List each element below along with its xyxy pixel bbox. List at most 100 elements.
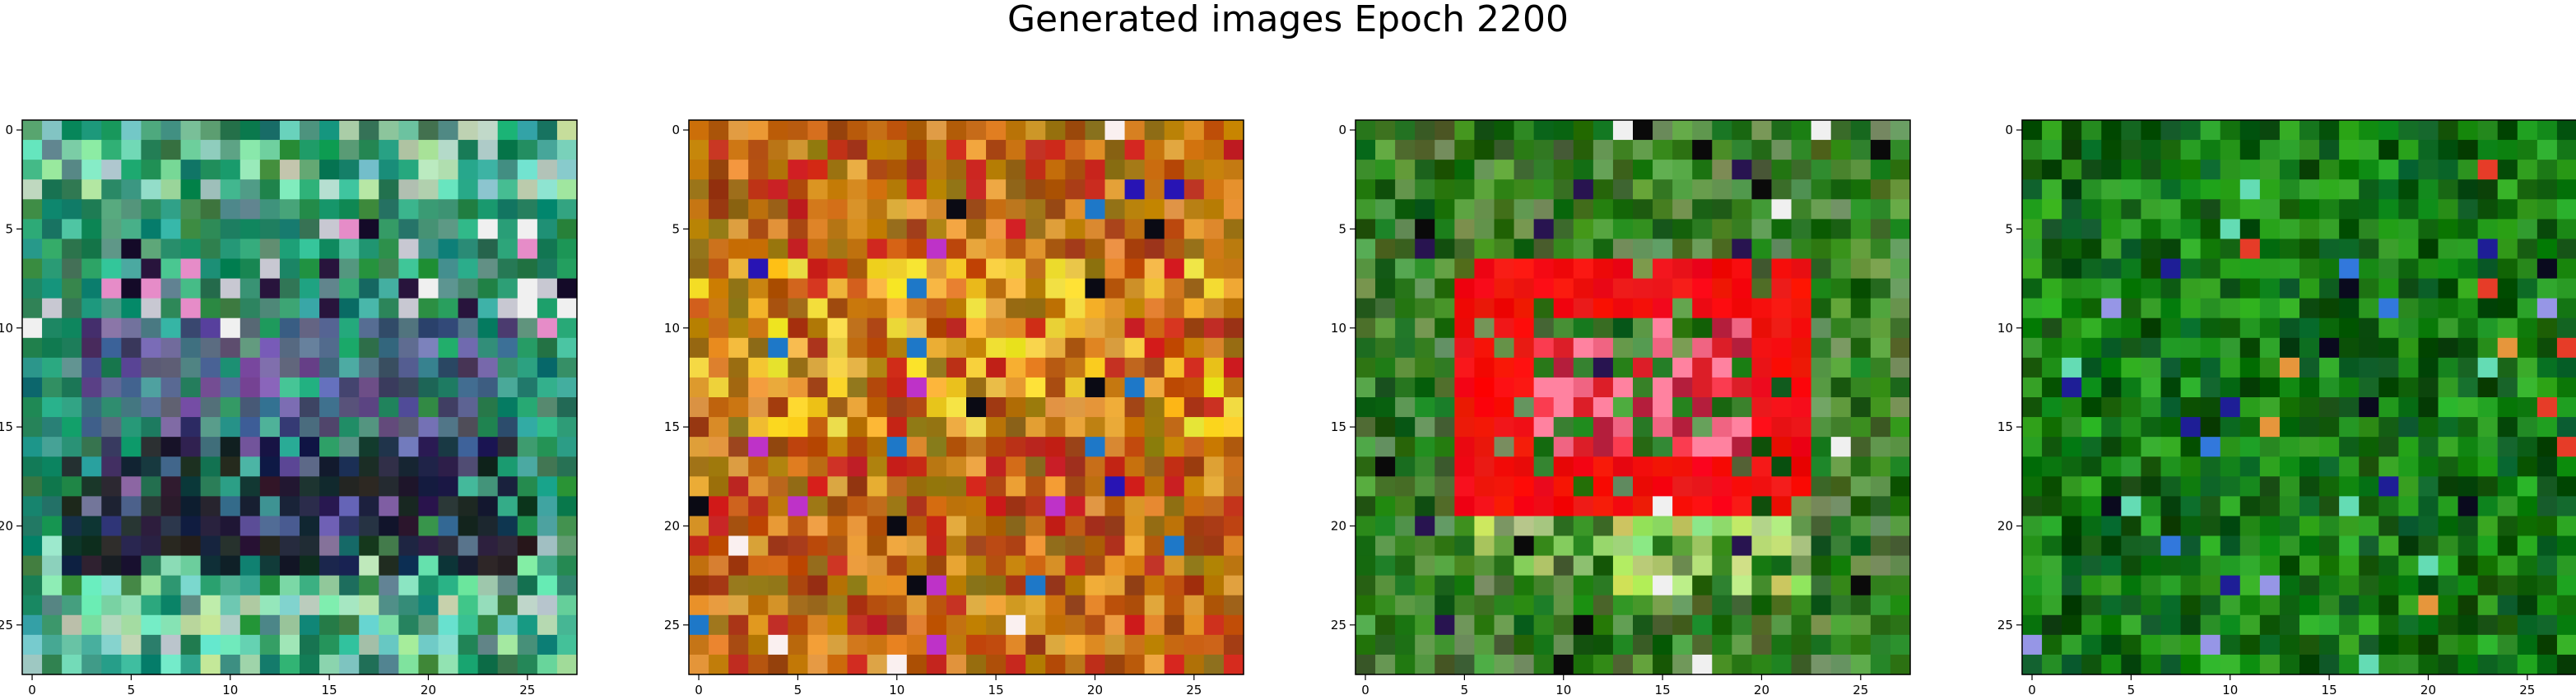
pixel (2378, 357, 2399, 378)
pixel (1025, 437, 1046, 457)
pixel (1164, 555, 1185, 577)
pixel (1653, 140, 1673, 160)
pixel (1183, 456, 1205, 477)
pixel (2359, 535, 2379, 557)
pixel (1791, 516, 1812, 537)
pixel (239, 120, 261, 141)
pixel (2319, 317, 2340, 339)
pixel (1474, 397, 1495, 418)
pixel (537, 417, 558, 438)
pixel (2062, 120, 2082, 141)
pixel (2398, 476, 2420, 497)
pixel (2081, 614, 2102, 636)
pixel (748, 239, 769, 260)
pixel (556, 377, 578, 398)
pixel (1454, 298, 1476, 319)
pixel (1006, 219, 1026, 240)
pixel (1065, 595, 1086, 616)
x-tick-label: 10 (1555, 683, 1571, 695)
pixel (497, 516, 518, 537)
pixel (1045, 199, 1066, 220)
pixel (1692, 337, 1713, 359)
pixel (556, 595, 578, 616)
pixel (768, 317, 788, 339)
pixel (22, 634, 43, 656)
pixel (1494, 437, 1515, 457)
pixel (926, 140, 947, 160)
pixel (827, 595, 849, 616)
pixel (768, 595, 788, 616)
pixel (1104, 278, 1126, 299)
pixel (339, 634, 360, 656)
pixel (1494, 397, 1515, 418)
pixel (2180, 397, 2202, 418)
pixel (2062, 595, 2082, 616)
pixel (2160, 239, 2182, 260)
pixel (1025, 654, 1046, 675)
pixel (2438, 575, 2459, 596)
pixel (517, 555, 538, 577)
pixel (1045, 516, 1066, 537)
pixel (926, 496, 947, 517)
pixel (1183, 258, 1205, 280)
pixel (1712, 239, 1732, 260)
pixel (62, 337, 82, 359)
pixel (2279, 634, 2300, 656)
pixel (2536, 258, 2558, 280)
pixel (1672, 239, 1693, 260)
pixel (2121, 179, 2142, 200)
pixel (946, 634, 967, 656)
pixel (1672, 140, 1693, 160)
pixel (1164, 417, 1185, 438)
pixel (1454, 535, 1476, 557)
pixel (926, 337, 947, 359)
pixel (81, 575, 102, 596)
pixel (121, 160, 142, 180)
pixel (1791, 140, 1812, 160)
pixel (1454, 595, 1476, 616)
pixel (2398, 417, 2420, 438)
pixel (359, 456, 379, 477)
pixel (259, 654, 281, 675)
pixel (2556, 199, 2576, 220)
pixel (379, 298, 399, 319)
pixel (1375, 140, 1396, 160)
pixel (867, 160, 888, 180)
pixel (2398, 437, 2420, 457)
pixel (379, 555, 399, 577)
pixel (2121, 516, 2142, 537)
pixel (200, 337, 221, 359)
pixel (709, 634, 729, 656)
pixel (359, 476, 379, 497)
pixel (1085, 516, 1106, 537)
pixel (239, 496, 261, 517)
pixel (1514, 654, 1535, 675)
pixel (220, 614, 241, 636)
pixel (477, 337, 499, 359)
pixel (42, 199, 63, 220)
pixel (966, 575, 987, 596)
pixel (319, 239, 340, 260)
pixel (1415, 437, 1435, 457)
pixel (1830, 634, 1852, 656)
pixel (239, 575, 261, 596)
pixel (62, 239, 82, 260)
pixel (537, 496, 558, 517)
pixel (1712, 120, 1732, 141)
pixel (1791, 476, 1812, 497)
pixel (1672, 219, 1693, 240)
pixel (2497, 555, 2518, 577)
pixel (768, 140, 788, 160)
pixel (339, 595, 360, 616)
pixel (788, 634, 809, 656)
pixel (1434, 179, 1455, 200)
pixel (1771, 239, 1793, 260)
pixel (2319, 258, 2340, 280)
pixel (1593, 575, 1614, 596)
pixel (1454, 258, 1476, 280)
pixel (1164, 179, 1185, 200)
pixel (1434, 634, 1455, 656)
pixel (556, 258, 578, 280)
pixel (1104, 595, 1126, 616)
pixel (1791, 258, 1812, 280)
